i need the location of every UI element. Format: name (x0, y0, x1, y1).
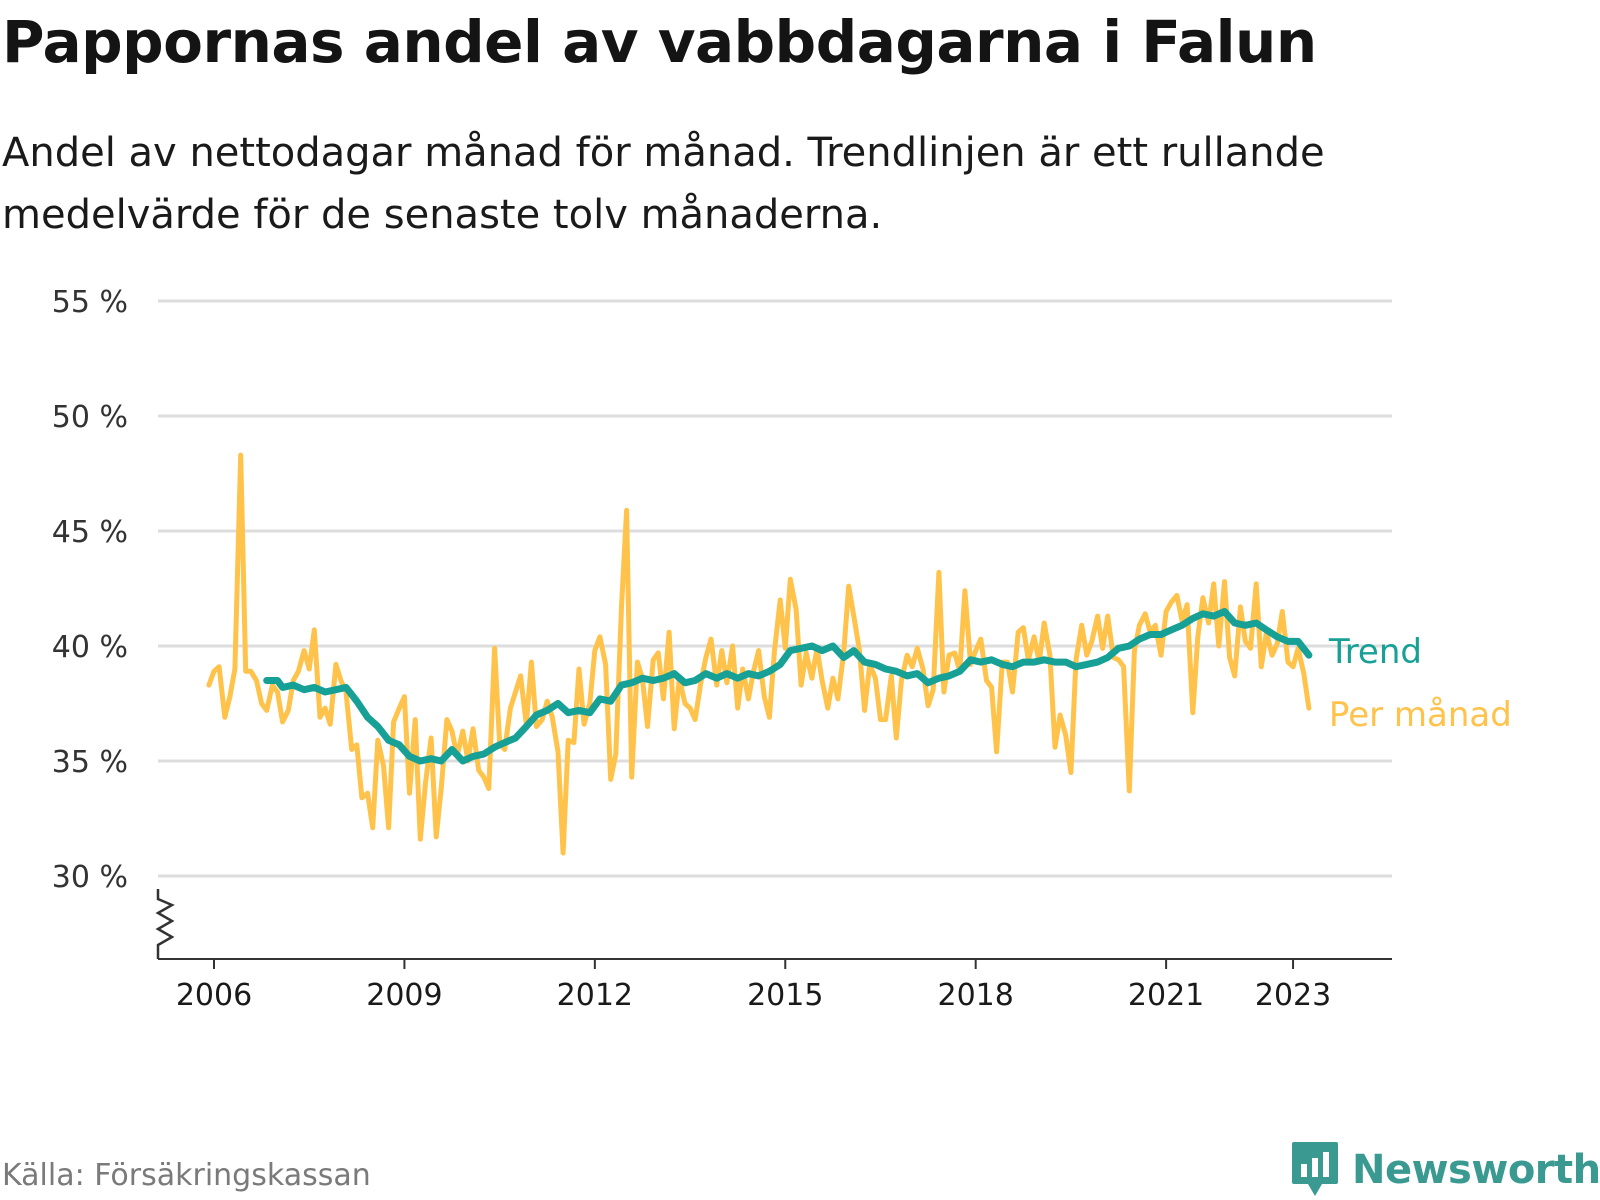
page-subtitle: Andel av nettodagar månad för månad. Tre… (2, 130, 1325, 238)
monthly-series-line (206, 452, 1312, 856)
x-tick-label: 2021 (1128, 978, 1204, 1013)
series-lines (206, 452, 1313, 856)
y-axis-ticks: 30 % 35 % 40 % 45 % 50 % 55 % (52, 285, 128, 895)
x-tick-label: 2009 (366, 978, 442, 1013)
line-chart: 30 % 35 % 40 % 45 % 50 % 55 % 2006 2009 2012 201… (52, 285, 1512, 1013)
y-tick-label: 30 % (52, 860, 128, 895)
x-tick-label: 2023 (1255, 978, 1331, 1013)
grid-lines (158, 299, 1392, 878)
x-tick-label: 2006 (176, 978, 252, 1013)
y-tick-label: 45 % (52, 515, 128, 550)
x-tick-label: 2015 (747, 978, 823, 1013)
y-tick-label: 50 % (52, 400, 128, 435)
x-tick-label: 2012 (557, 978, 633, 1013)
page-title: Pappornas andel av vabbdagarna i Falun (2, 8, 1317, 76)
trend-series-label: Trend (1328, 632, 1422, 672)
y-tick-label: 40 % (52, 630, 128, 665)
newsworthy-logo-icon (1292, 1142, 1338, 1196)
brand[interactable]: Newsworthy (1290, 1140, 1600, 1200)
series-labels: Per månad Trend (1328, 632, 1512, 735)
trend-series-line (263, 608, 1313, 765)
monthly-series-label: Per månad (1329, 695, 1512, 735)
axis-break-icon (155, 889, 175, 959)
brand-name: Newsworthy (1352, 1147, 1600, 1193)
x-axis: 2006 2009 2012 2015 2018 2021 2023 (155, 889, 1392, 1013)
x-tick-label: 2018 (938, 978, 1014, 1013)
y-tick-label: 55 % (52, 285, 128, 320)
y-tick-label: 35 % (52, 745, 128, 780)
source-note: Källa: Försäkringskassan (2, 1158, 371, 1193)
